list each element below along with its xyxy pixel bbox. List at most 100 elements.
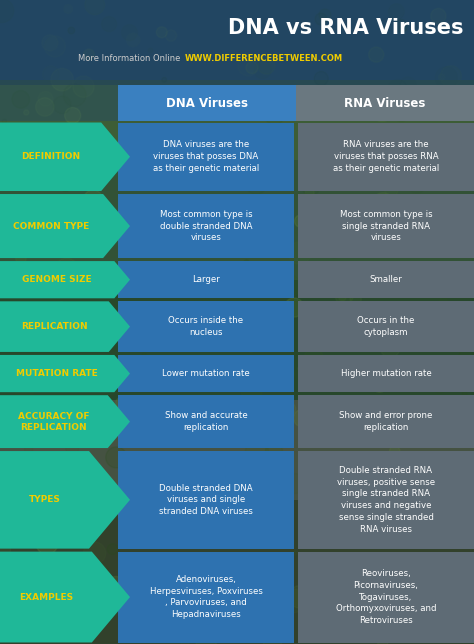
- Bar: [298, 355, 474, 392]
- Bar: [0, 0, 474, 85]
- Bar: [118, 261, 294, 298]
- Circle shape: [77, 524, 89, 536]
- Circle shape: [12, 91, 29, 108]
- Bar: [0, 160, 474, 280]
- Circle shape: [431, 376, 448, 393]
- Text: WWW.DIFFERENCEBETWEEN.COM: WWW.DIFFERENCEBETWEEN.COM: [185, 53, 343, 62]
- Circle shape: [35, 421, 52, 439]
- Circle shape: [70, 384, 76, 390]
- Circle shape: [433, 369, 444, 380]
- Text: DNA viruses are the
viruses that posses DNA
as their genetic material: DNA viruses are the viruses that posses …: [153, 140, 259, 173]
- Circle shape: [36, 600, 44, 606]
- Circle shape: [39, 574, 52, 588]
- Bar: [0, 80, 474, 160]
- Text: ACCURACY OF
REPLICATION: ACCURACY OF REPLICATION: [18, 412, 90, 431]
- Circle shape: [344, 483, 363, 502]
- Circle shape: [42, 524, 62, 544]
- Circle shape: [252, 270, 269, 286]
- Circle shape: [83, 542, 106, 564]
- Circle shape: [120, 599, 129, 608]
- Circle shape: [168, 452, 190, 474]
- Text: Lower mutation rate: Lower mutation rate: [162, 369, 250, 378]
- Circle shape: [394, 19, 408, 32]
- Circle shape: [296, 230, 301, 236]
- Circle shape: [107, 544, 118, 554]
- Text: Adenoviruses,
Herpesviruses, Poxviruses
, Parvoviruses, and
Hepadnaviruses: Adenoviruses, Herpesviruses, Poxviruses …: [150, 575, 263, 620]
- Bar: [118, 301, 294, 352]
- Circle shape: [419, 497, 427, 506]
- Circle shape: [243, 610, 266, 633]
- Text: REPLICATION: REPLICATION: [21, 322, 88, 331]
- Circle shape: [429, 421, 434, 425]
- Circle shape: [453, 480, 472, 500]
- Circle shape: [276, 202, 281, 207]
- Circle shape: [73, 76, 94, 97]
- Circle shape: [15, 380, 35, 400]
- Circle shape: [387, 196, 394, 204]
- Circle shape: [450, 154, 456, 160]
- Circle shape: [174, 462, 189, 477]
- Circle shape: [313, 460, 329, 475]
- Circle shape: [395, 109, 407, 122]
- Circle shape: [211, 155, 219, 164]
- Circle shape: [289, 242, 311, 264]
- Bar: [0, 300, 474, 354]
- Circle shape: [315, 13, 327, 25]
- Text: RNA viruses are the
viruses that posses RNA
as their genetic material: RNA viruses are the viruses that posses …: [333, 140, 439, 173]
- Circle shape: [370, 98, 394, 122]
- Circle shape: [104, 576, 127, 599]
- Circle shape: [356, 272, 377, 293]
- Bar: [118, 85, 296, 121]
- Circle shape: [278, 274, 301, 298]
- Circle shape: [378, 638, 388, 644]
- Circle shape: [241, 276, 246, 281]
- Polygon shape: [0, 355, 130, 392]
- Circle shape: [51, 585, 62, 596]
- Circle shape: [95, 477, 99, 481]
- Circle shape: [342, 461, 361, 480]
- Circle shape: [275, 315, 281, 321]
- Circle shape: [194, 492, 215, 513]
- Circle shape: [370, 372, 390, 392]
- Circle shape: [0, 320, 8, 334]
- Circle shape: [293, 551, 297, 554]
- Circle shape: [277, 440, 281, 444]
- Circle shape: [328, 496, 341, 509]
- Circle shape: [133, 469, 141, 477]
- Bar: [118, 122, 294, 191]
- Bar: [0, 85, 118, 121]
- Bar: [298, 552, 474, 643]
- Circle shape: [328, 537, 333, 542]
- Bar: [0, 121, 474, 193]
- Circle shape: [190, 490, 207, 507]
- Circle shape: [436, 511, 449, 525]
- Circle shape: [459, 263, 473, 277]
- Text: More Information Online: More Information Online: [78, 53, 180, 62]
- Circle shape: [245, 102, 253, 109]
- Circle shape: [283, 368, 295, 380]
- Circle shape: [42, 35, 58, 51]
- Circle shape: [118, 93, 138, 113]
- Circle shape: [219, 165, 225, 169]
- Circle shape: [253, 102, 262, 111]
- Circle shape: [121, 24, 137, 41]
- Circle shape: [374, 383, 383, 391]
- Circle shape: [75, 567, 88, 580]
- Circle shape: [64, 5, 73, 14]
- Circle shape: [383, 397, 402, 417]
- Circle shape: [208, 146, 225, 163]
- Circle shape: [233, 153, 255, 176]
- Circle shape: [467, 492, 474, 502]
- Text: Higher mutation rate: Higher mutation rate: [341, 369, 431, 378]
- Circle shape: [365, 276, 378, 289]
- Circle shape: [350, 521, 365, 535]
- Circle shape: [388, 4, 404, 20]
- Circle shape: [43, 66, 59, 82]
- Polygon shape: [0, 552, 130, 643]
- Circle shape: [64, 108, 81, 124]
- Circle shape: [355, 401, 370, 416]
- Circle shape: [20, 229, 35, 243]
- Circle shape: [10, 431, 26, 446]
- Polygon shape: [0, 261, 130, 298]
- Circle shape: [228, 620, 240, 631]
